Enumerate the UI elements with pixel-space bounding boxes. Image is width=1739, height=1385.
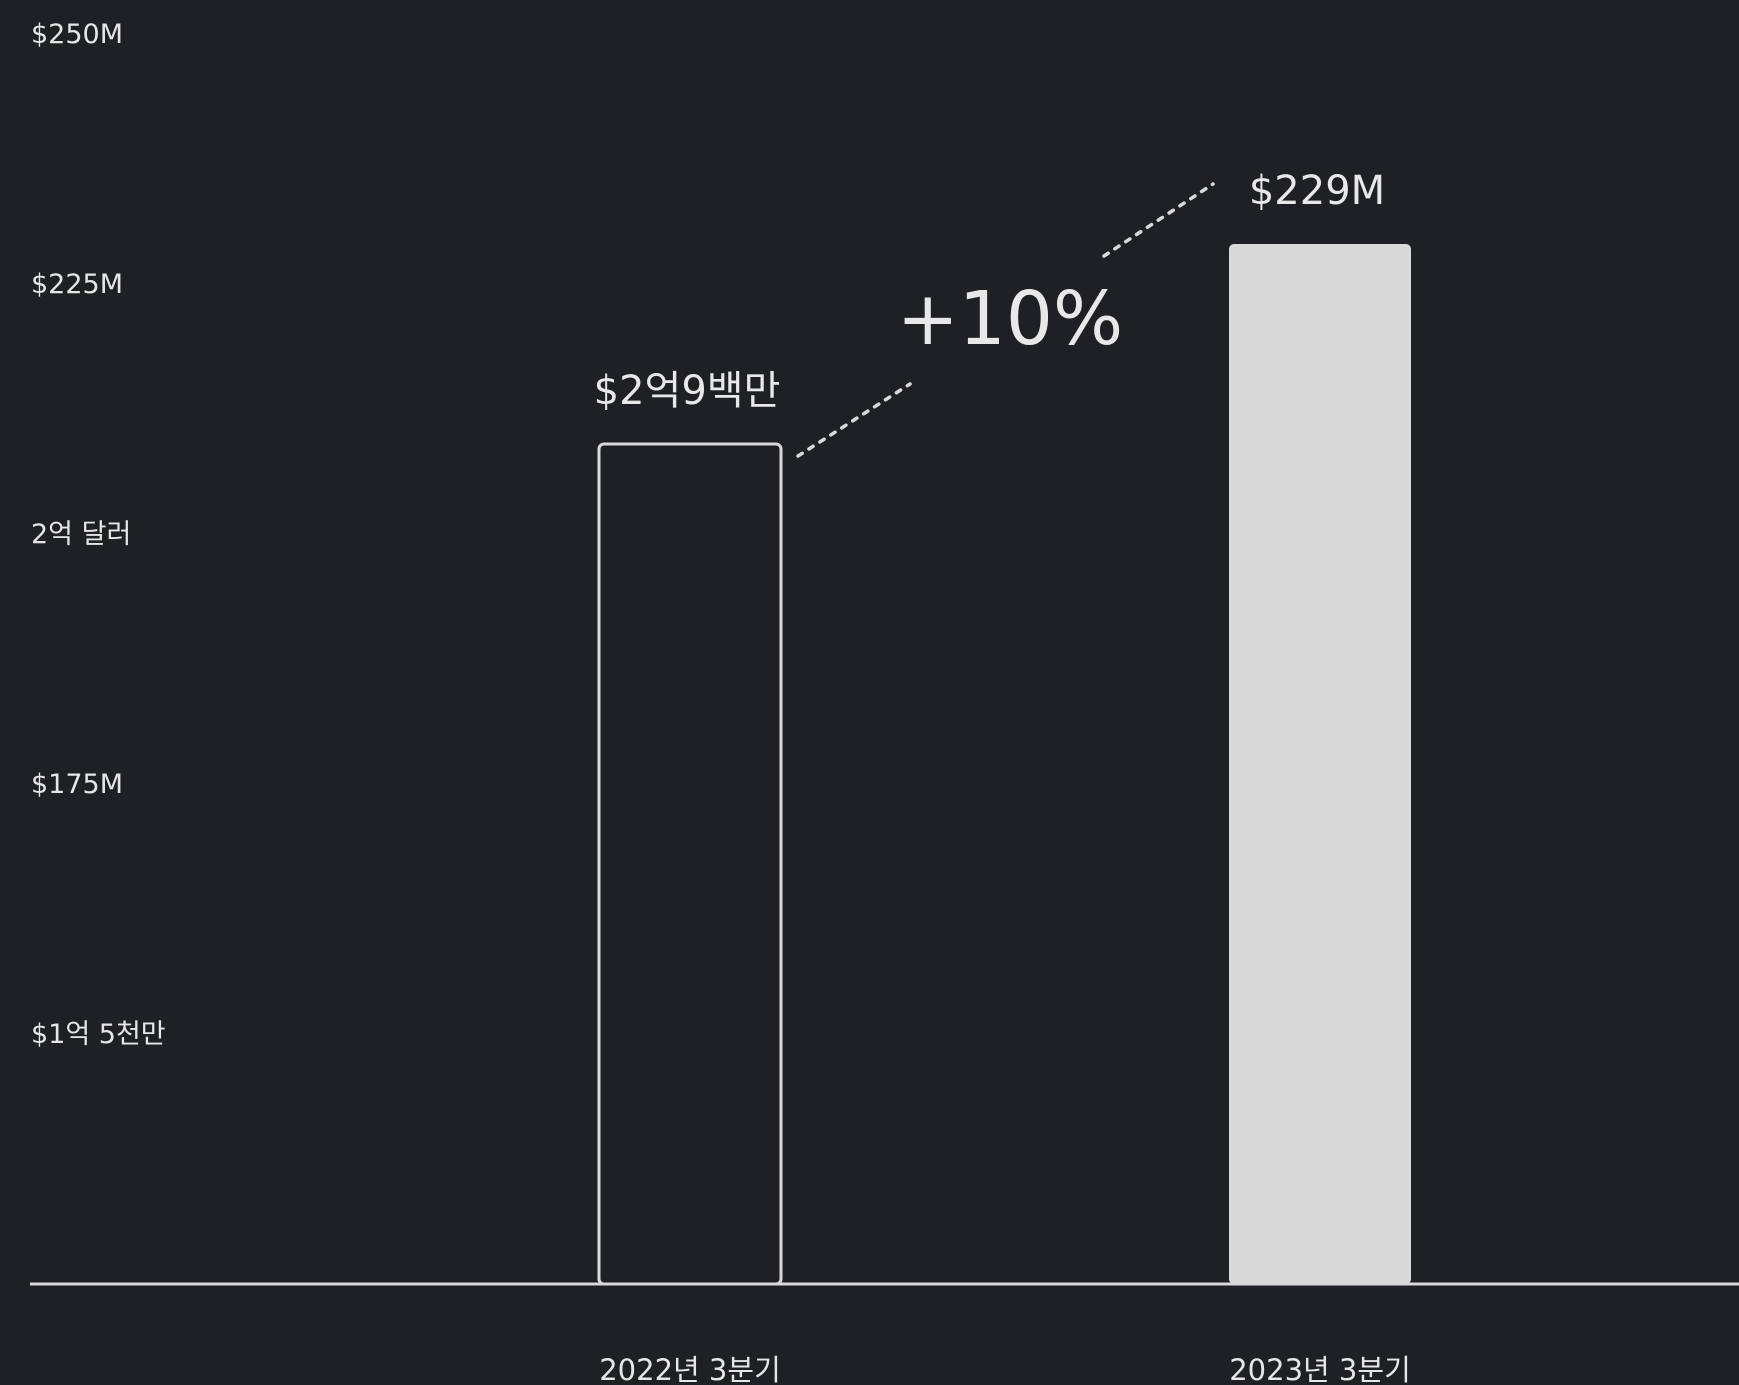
bar-filled bbox=[1229, 244, 1411, 1284]
y-tick-label: $225M bbox=[31, 269, 123, 300]
x-category-label: 2022년 3분기 bbox=[599, 1353, 781, 1385]
y-tick-label: $1억 5천만 bbox=[31, 1019, 166, 1050]
bar-value-label: $2억9백만 bbox=[594, 368, 781, 414]
bar-value-label: $229M bbox=[1249, 168, 1385, 214]
percent-change-label: +10% bbox=[897, 276, 1123, 362]
y-tick-label: $175M bbox=[31, 769, 123, 800]
y-tick-label: 2억 달러 bbox=[31, 519, 131, 550]
x-category-label: 2023년 3분기 bbox=[1229, 1353, 1411, 1385]
y-tick-label: $250M bbox=[31, 19, 123, 50]
